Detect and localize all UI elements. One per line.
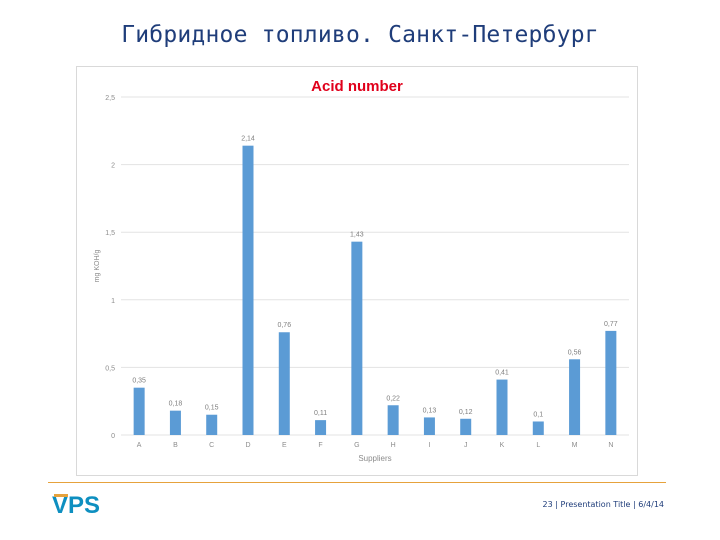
x-tick-label: J xyxy=(464,442,468,449)
data-label: 1,43 xyxy=(350,232,364,239)
bar xyxy=(169,410,181,435)
x-tick-label: M xyxy=(572,442,578,449)
y-tick-label: 2 xyxy=(111,163,115,170)
vps-logo: VPS xyxy=(52,492,100,519)
data-label: 0,22 xyxy=(386,395,400,402)
footer-date: 6/4/14 xyxy=(638,500,664,509)
bar xyxy=(460,418,472,435)
x-tick-label: L xyxy=(536,442,540,449)
bar xyxy=(569,359,581,435)
x-tick-label: G xyxy=(354,442,359,449)
x-tick-label: B xyxy=(173,442,178,449)
x-tick-label: D xyxy=(245,442,250,449)
bar xyxy=(278,332,290,435)
data-label: 0,15 xyxy=(205,405,219,412)
acid-number-chart: Acid number 0 0,5 1 1,5 2 2,5 mg KOH/g 0,35 A 0,18… xyxy=(94,78,629,463)
x-axis-label: Suppliers xyxy=(358,454,391,463)
data-label: 2,14 xyxy=(241,136,255,143)
data-label: 0,35 xyxy=(132,378,146,385)
slide-footer: 23 | Presentation Title | 6/4/14 xyxy=(543,500,664,509)
y-tick-label: 1 xyxy=(111,298,115,305)
data-label: 0,12 xyxy=(459,409,473,416)
data-label: 0,13 xyxy=(423,407,437,414)
chart-title: Acid number xyxy=(311,78,403,95)
x-tick-label: C xyxy=(209,442,214,449)
data-label: 0,11 xyxy=(314,410,327,417)
footer-separator: | xyxy=(633,500,636,509)
bar xyxy=(133,387,145,435)
chart-area: Acid number 0 0,5 1 1,5 2 2,5 mg KOH/g 0,35 A 0,18… xyxy=(76,66,638,476)
bar xyxy=(605,330,617,435)
presentation-title: Presentation Title xyxy=(560,500,631,509)
data-label: 0,1 xyxy=(533,411,543,418)
data-label: 0,56 xyxy=(568,349,582,356)
y-tick-label: 0,5 xyxy=(105,365,115,372)
page-number: 23 xyxy=(542,500,553,509)
x-tick-label: E xyxy=(282,442,287,449)
bar xyxy=(423,417,435,435)
x-tick-label: I xyxy=(428,442,430,449)
data-label: 0,18 xyxy=(169,401,183,408)
x-tick-label: N xyxy=(608,442,613,449)
x-tick-label: K xyxy=(500,442,505,449)
y-tick-label: 0 xyxy=(111,433,115,440)
data-label: 0,41 xyxy=(495,370,509,377)
x-tick-label: H xyxy=(391,442,396,449)
footer-divider xyxy=(48,482,666,483)
x-tick-label: A xyxy=(137,442,142,449)
footer-separator: | xyxy=(555,500,558,509)
bar xyxy=(315,420,327,435)
bar xyxy=(242,145,254,435)
y-axis-label: mg KOH/g xyxy=(94,250,101,283)
x-tick-label: F xyxy=(318,442,322,449)
data-label: 0,76 xyxy=(277,322,291,329)
bar xyxy=(387,405,399,435)
y-tick-label: 1,5 xyxy=(105,230,115,237)
bar xyxy=(532,421,544,435)
y-tick-label: 2,5 xyxy=(105,95,115,102)
slide-title: Гибридное топливо. Санкт-Петербург xyxy=(121,22,599,48)
bar xyxy=(206,414,218,435)
bar xyxy=(496,379,508,435)
data-label: 0,77 xyxy=(604,321,618,328)
bar xyxy=(351,241,363,435)
